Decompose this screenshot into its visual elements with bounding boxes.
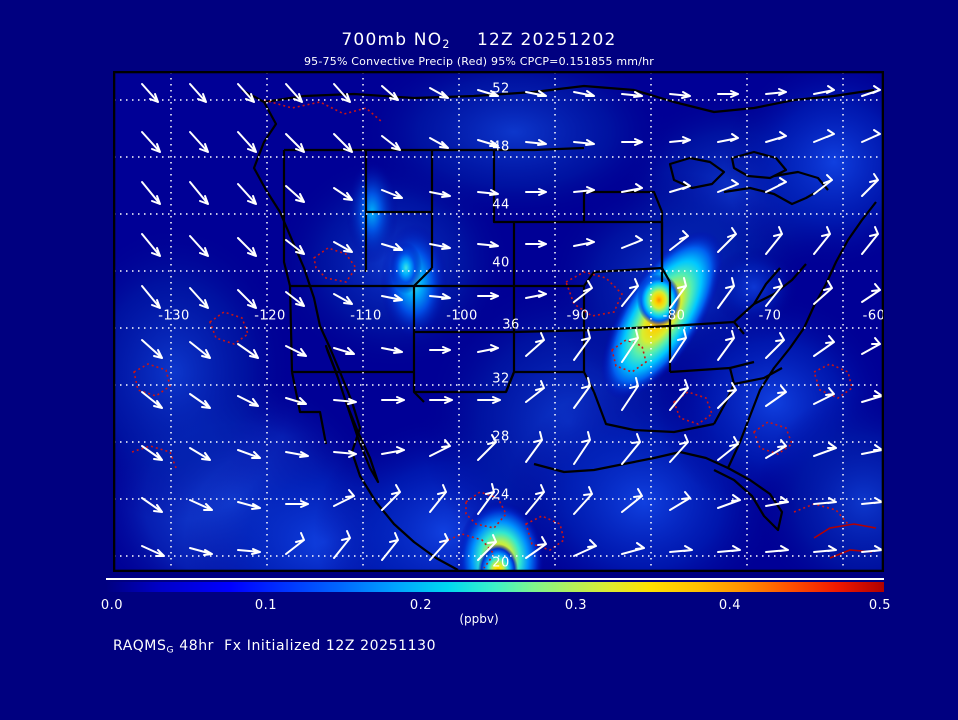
lat-label-44: 44	[492, 197, 510, 213]
lon-label-80: -80	[662, 308, 686, 324]
colorbar-tick-3: 0.3	[564, 598, 588, 613]
lon-label-130: -130	[158, 308, 190, 324]
colorbar-tick-4: 0.4	[718, 598, 742, 613]
lat-label-40: 40	[492, 255, 510, 271]
colorbar-tick-2: 0.2	[409, 598, 433, 613]
lon-label-120: -120	[254, 308, 286, 324]
map-panel: 52 48 44 40 36 32 28 24 20 -130 -120 -11…	[113, 71, 884, 572]
lat-label-36: 36	[502, 317, 520, 333]
colorbar-tick-5: 0.5	[868, 598, 892, 613]
colorbar	[106, 578, 884, 592]
lat-label-24: 24	[492, 487, 510, 503]
figure-footer: RAQMSG 48hr Fx Initialized 12Z 20251130	[113, 638, 437, 656]
lon-label-60: -60	[862, 308, 884, 324]
lat-label-52: 52	[492, 81, 510, 97]
lat-label-28: 28	[492, 429, 510, 445]
lat-label-48: 48	[492, 139, 510, 155]
lon-label-70: -70	[758, 308, 782, 324]
lon-label-100: -100	[446, 308, 478, 324]
colorbar-tick-1: 0.1	[254, 598, 278, 613]
lon-label-110: -110	[350, 308, 382, 324]
figure-subtitle: 95-75% Convective Precip (Red) 95% CPCP=…	[303, 55, 655, 68]
lon-label-90: -90	[566, 308, 590, 324]
lat-label-32: 32	[492, 371, 510, 387]
lat-label-20: 20	[492, 555, 510, 571]
figure-title: 700mb NO2 12Z 20251202	[341, 30, 617, 51]
colorbar-unit-label: (ppbv)	[459, 612, 499, 626]
colorbar-top-rule	[106, 578, 884, 580]
colorbar-tick-0: 0.0	[100, 598, 124, 613]
map-graphic	[114, 72, 883, 571]
colorbar-gradient	[106, 582, 884, 592]
